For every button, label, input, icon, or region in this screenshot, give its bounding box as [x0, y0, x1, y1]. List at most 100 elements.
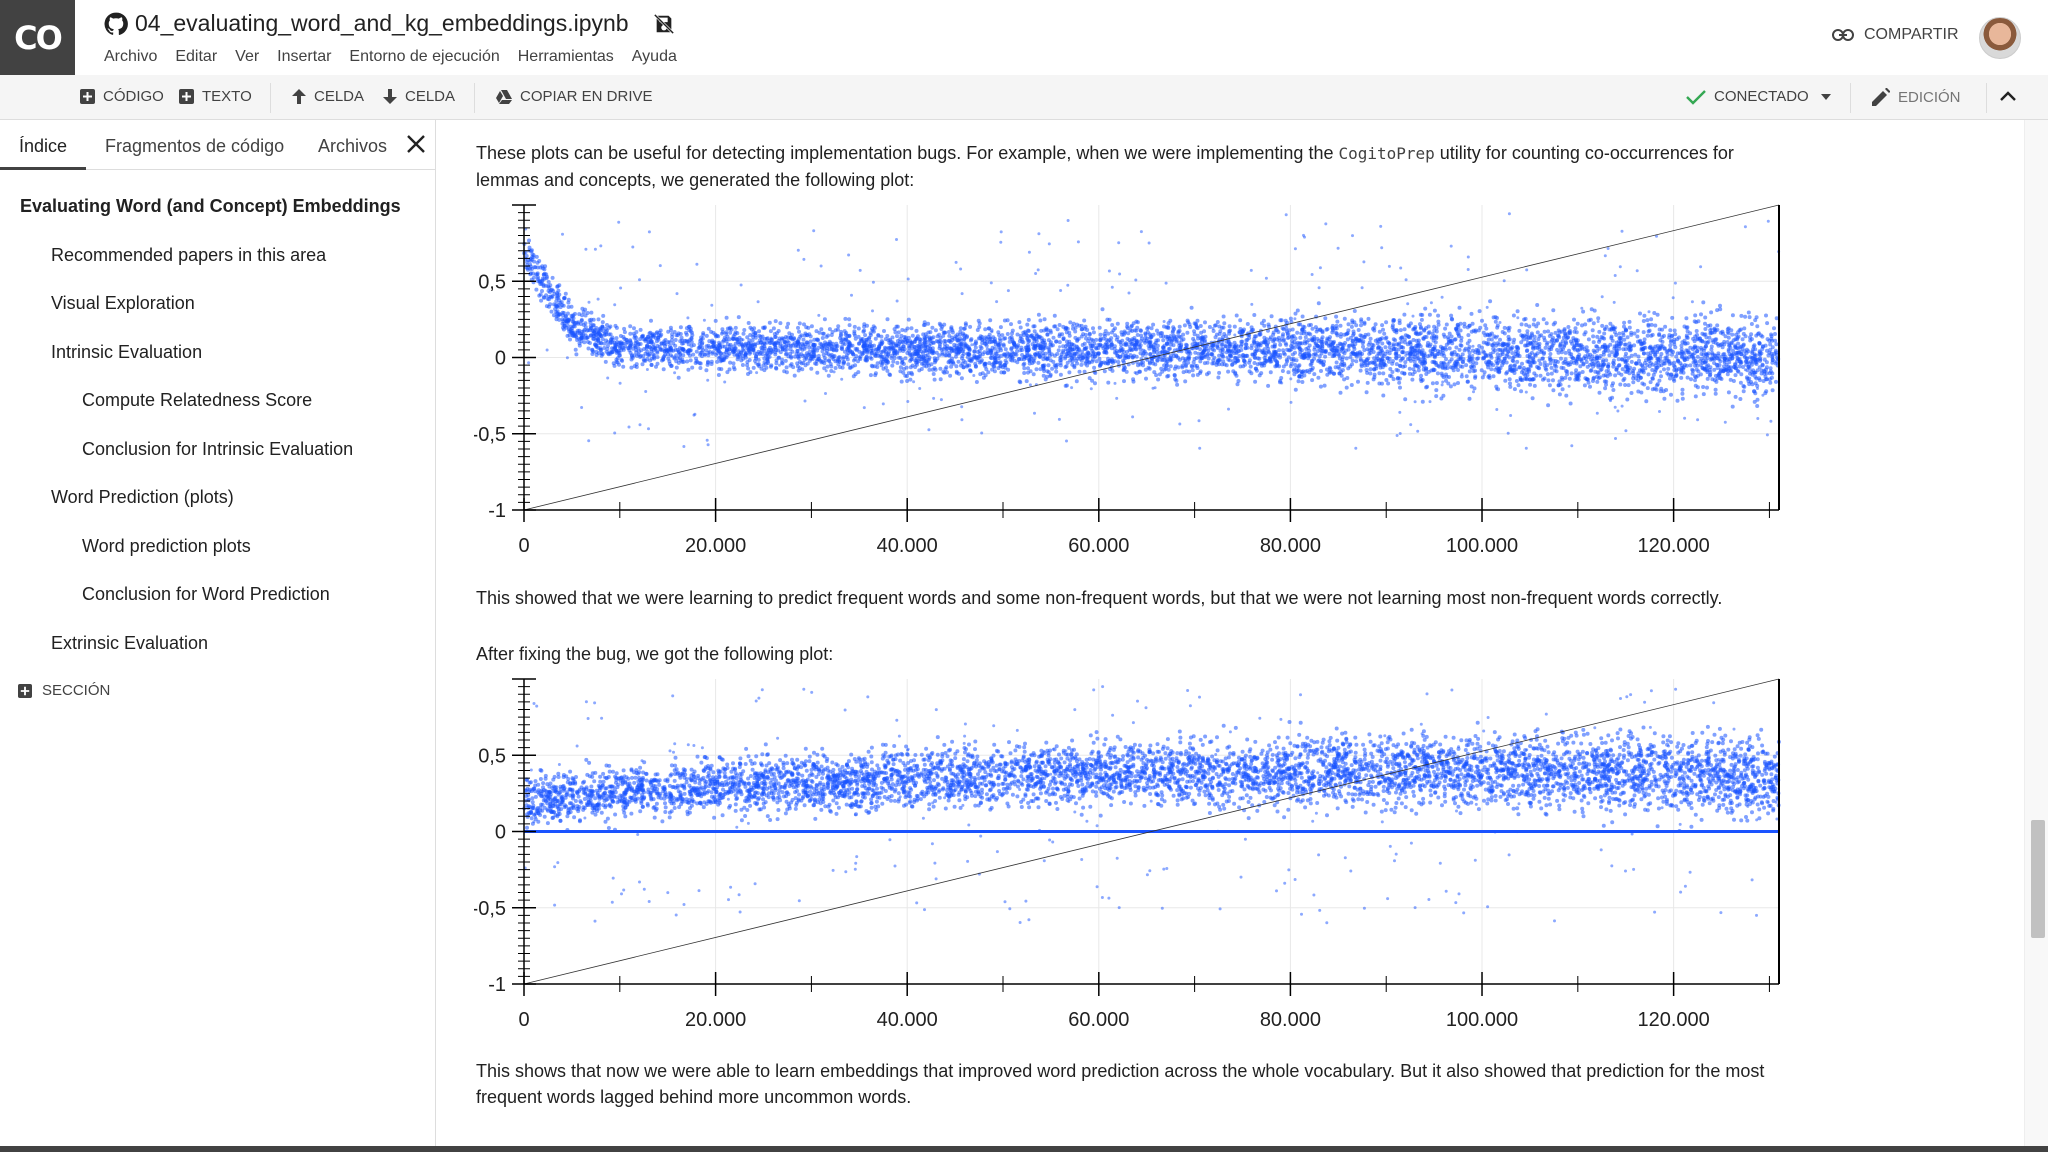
data-point [1391, 347, 1396, 352]
add-section-button[interactable]: SECCIÓN [18, 682, 110, 699]
toc-item-evaluating-embeddings[interactable]: Evaluating Word (and Concept) Embeddings [20, 196, 401, 216]
data-point [1249, 325, 1254, 330]
data-point [1699, 345, 1703, 350]
data-point [1068, 320, 1073, 325]
data-point [1705, 356, 1710, 360]
copy-to-drive-warning-icon[interactable] [653, 13, 675, 35]
data-point [1398, 328, 1403, 333]
data-point [1106, 380, 1111, 385]
data-point [1396, 347, 1401, 352]
data-point [746, 321, 751, 325]
toc-item-word-prediction-conclusion[interactable]: Conclusion for Word Prediction [82, 584, 330, 604]
menu-insert[interactable]: Insertar [277, 48, 332, 65]
menu-file[interactable]: Archivo [104, 48, 158, 65]
data-point [1549, 344, 1554, 349]
data-point [1340, 346, 1345, 351]
tab-files[interactable]: Archivos [318, 136, 388, 156]
data-point [1483, 333, 1488, 338]
data-point [1653, 352, 1657, 357]
menu-edit[interactable]: Editar [175, 48, 218, 65]
user-avatar[interactable] [1979, 17, 2021, 59]
copy-to-drive-button[interactable]: COPIAR EN DRIVE [496, 88, 653, 105]
data-point [676, 375, 681, 380]
data-point [1048, 340, 1053, 345]
data-point [1601, 373, 1606, 378]
toc-item-recommended-papers[interactable]: Recommended papers in this area [51, 245, 327, 265]
toc-item-visual-exploration[interactable]: Visual Exploration [51, 293, 195, 313]
data-point [1229, 354, 1234, 359]
toc-item-intrinsic-conclusion[interactable]: Conclusion for Intrinsic Evaluation [82, 439, 354, 459]
data-point [1692, 351, 1697, 356]
editing-mode-button[interactable]: EDICIÓN [1872, 88, 1961, 106]
move-cell-down-button[interactable]: CELDA [383, 88, 455, 105]
move-cell-up-button[interactable]: CELDA [292, 88, 364, 105]
toc-item-intrinsic-evaluation[interactable]: Intrinsic Evaluation [51, 342, 203, 362]
data-point [614, 325, 619, 330]
tab-index[interactable]: Índice [19, 136, 68, 156]
data-point [1233, 355, 1238, 360]
close-icon[interactable] [404, 132, 428, 156]
intro-text-after: utility for counting co-occurrences for … [476, 143, 1734, 190]
data-point [1554, 338, 1559, 343]
menu-runtime[interactable]: Entorno de ejecución [349, 48, 500, 65]
data-point [1226, 369, 1231, 374]
toc-item-word-prediction[interactable]: Word Prediction (plots) [51, 487, 234, 507]
data-point [1122, 364, 1126, 369]
data-point [834, 341, 839, 346]
menu-tools[interactable]: Herramientas [517, 48, 614, 65]
toc-item-extrinsic-evaluation[interactable]: Extrinsic Evaluation [51, 633, 209, 653]
toc-item-word-prediction-plots[interactable]: Word prediction plots [82, 536, 251, 556]
data-point [842, 359, 846, 364]
data-point [1728, 368, 1733, 373]
data-point [1546, 378, 1551, 383]
add-text-button[interactable]: TEXTO [179, 88, 252, 105]
data-point [1773, 332, 1777, 336]
data-point [1621, 347, 1626, 352]
data-point [774, 358, 779, 363]
data-point [792, 373, 797, 378]
notebook-title[interactable]: 04_evaluating_word_and_kg_embeddings.ipy… [135, 10, 629, 36]
data-point [1470, 348, 1475, 353]
data-point [1592, 308, 1597, 313]
data-point [1541, 317, 1546, 322]
data-point [879, 334, 884, 339]
data-point [1742, 353, 1747, 358]
data-point [1703, 327, 1708, 331]
data-point [1453, 326, 1458, 331]
data-point [1307, 370, 1312, 375]
data-point [1094, 359, 1099, 364]
share-button[interactable]: COMPARTIR [1832, 26, 1959, 44]
data-point [527, 245, 532, 250]
data-point [722, 351, 727, 356]
data-point [1323, 316, 1328, 321]
data-point [1512, 363, 1517, 368]
data-point [942, 370, 947, 375]
data-point [1672, 378, 1677, 383]
data-point [1014, 352, 1019, 357]
data-point [1575, 376, 1580, 381]
menu-help[interactable]: Ayuda [631, 48, 677, 65]
data-point [1065, 326, 1070, 331]
data-point [1581, 309, 1586, 314]
data-point [783, 335, 788, 339]
data-point [1439, 371, 1444, 376]
data-point [1383, 336, 1388, 341]
data-point [1271, 330, 1276, 335]
collapse-header-icon[interactable] [2000, 91, 2016, 101]
data-point [724, 330, 729, 335]
data-point [1162, 363, 1167, 368]
runtime-status-button[interactable]: CONECTADO [1686, 88, 1839, 105]
data-point [1748, 335, 1752, 340]
add-code-button[interactable]: CÓDIGO [80, 88, 164, 105]
data-point [1616, 363, 1621, 368]
data-point [1202, 361, 1207, 366]
data-point [1592, 375, 1596, 380]
data-point [649, 318, 653, 323]
data-point [1121, 358, 1126, 363]
data-point [836, 362, 841, 367]
colab-logo[interactable]: CO [0, 0, 75, 75]
menu-view[interactable]: Ver [235, 48, 260, 65]
toc-item-relatedness-score[interactable]: Compute Relatedness Score [82, 390, 313, 410]
data-point [715, 359, 720, 364]
tab-code-snippets[interactable]: Fragmentos de código [105, 136, 285, 156]
